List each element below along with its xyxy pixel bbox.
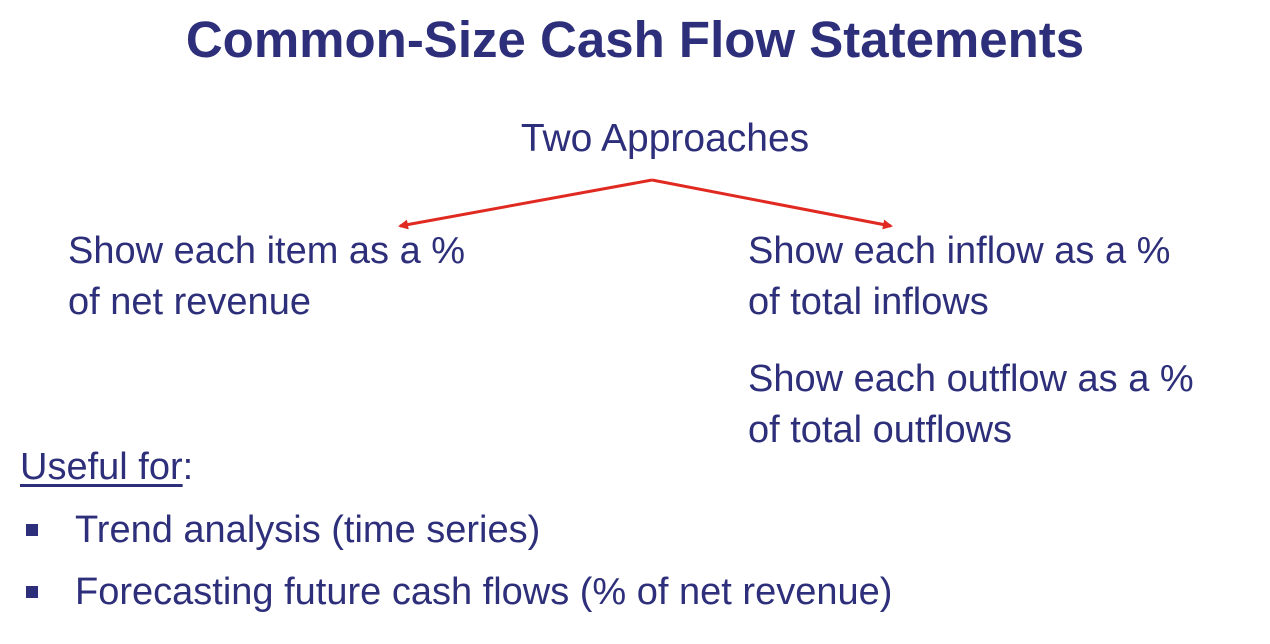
approach-left-line1: Show each item as a % xyxy=(68,230,466,272)
approach-inflows: Show each inflow as a % of total inflows xyxy=(748,226,1170,328)
arrow-right xyxy=(651,178,893,230)
bullet-text: Forecasting future cash flows (% of net … xyxy=(75,571,893,613)
approach-outflow-line1: Show each outflow as a % xyxy=(748,358,1194,400)
approach-left-line2: of net revenue xyxy=(68,281,311,323)
approach-inflow-line2: of total inflows xyxy=(748,281,989,323)
bullet-text: Trend analysis (time series) xyxy=(75,509,541,551)
approach-outflow-line2: of total outflows xyxy=(748,409,1013,451)
approach-item-net-revenue: Show each item as a % of net revenue xyxy=(68,226,465,328)
slide-title: Common-Size Cash Flow Statements xyxy=(185,11,1085,68)
useful-for-colon: : xyxy=(182,446,194,488)
square-bullet-icon xyxy=(26,586,38,598)
approaches-heading: Two Approaches xyxy=(520,117,810,160)
approach-inflow-line1: Show each inflow as a % xyxy=(748,230,1171,272)
arrow-left xyxy=(398,178,653,230)
approach-outflows: Show each outflow as a % of total outflo… xyxy=(748,354,1194,456)
useful-for-label: Useful for xyxy=(20,446,183,488)
square-bullet-icon xyxy=(26,524,38,536)
useful-for-heading: Useful for: xyxy=(20,444,193,490)
